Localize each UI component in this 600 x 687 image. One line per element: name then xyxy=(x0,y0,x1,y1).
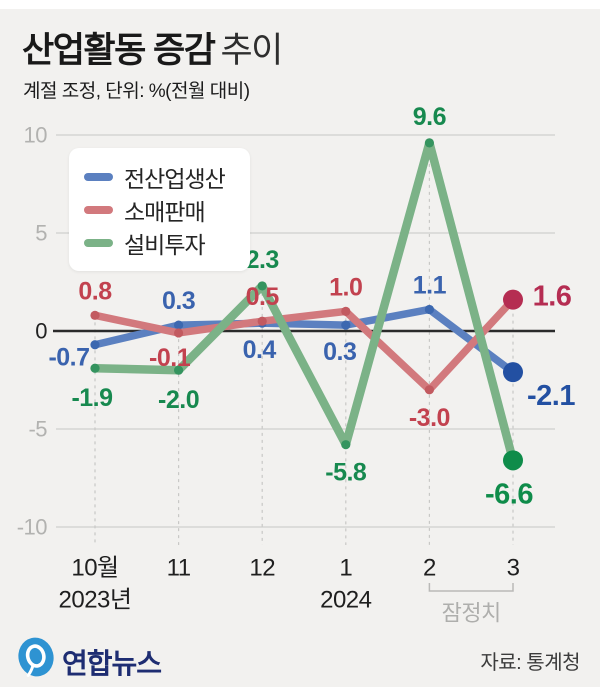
provisional-bracket xyxy=(428,583,514,592)
provisional-label: 잠정치 xyxy=(442,601,501,626)
value-label-s0-0: -0.7 xyxy=(48,344,89,372)
data-point-s2-0 xyxy=(90,363,100,373)
series-line-1 xyxy=(91,295,517,394)
data-point-s2-2 xyxy=(257,281,267,291)
data-point-s2-3 xyxy=(341,440,351,450)
data-point-s1-3 xyxy=(341,306,351,316)
legend-item-facility-investment: 설비투자 xyxy=(84,226,250,259)
legend-label: 전산업생산 xyxy=(124,165,226,192)
legend-label: 설비투자 xyxy=(124,231,206,258)
chart-subtitle: 계절 조정, 단위: %(전월 대비) xyxy=(23,81,250,102)
y-tick-label-10: 10 xyxy=(24,123,48,148)
value-label-s1-1: -0.1 xyxy=(149,344,191,372)
x-tick-label-1: 11 xyxy=(167,555,191,582)
line-chart: 10 5 0 -5 -10 -0.7 0.3 0.4 0.3 1.1 -2.1 0.8 -0.1 0.5 1… xyxy=(17,103,576,626)
value-label-s1-3: 1.0 xyxy=(329,273,362,301)
year-label-0: 2023년 xyxy=(59,587,132,614)
data-point-s1-2 xyxy=(257,316,267,326)
value-label-s0-3: 0.3 xyxy=(323,338,356,366)
data-point-s2-1 xyxy=(174,365,184,375)
y-tick-label-5: 5 xyxy=(35,221,47,246)
legend-label: 소매판매 xyxy=(124,198,206,225)
value-label-s2-2: 2.3 xyxy=(246,246,279,274)
data-point-s2-4 xyxy=(424,138,434,148)
value-label-s2-3: -5.8 xyxy=(325,459,367,487)
value-label-s2-5: -6.6 xyxy=(485,478,533,510)
legend-swatch-red xyxy=(84,205,113,214)
page-title-sub: 추이 xyxy=(220,31,283,70)
data-point-s0-3 xyxy=(341,320,351,330)
final-data-point-s2 xyxy=(503,450,523,471)
x-tick-label-5: 3 xyxy=(507,555,520,582)
data-point-s1-1 xyxy=(174,328,184,338)
yonhap-logo-icon xyxy=(18,637,54,677)
chart-legend: 전산업생산 소매판매 설비투자 xyxy=(69,148,250,271)
data-point-s0-0 xyxy=(90,340,100,350)
value-label-s0-1: 0.3 xyxy=(162,287,195,315)
data-point-s0-4 xyxy=(424,304,434,315)
data-point-s0-1 xyxy=(174,320,184,330)
value-label-s1-5: 1.6 xyxy=(533,281,572,313)
data-point-s1-0 xyxy=(90,310,100,320)
page-title-main: 산업활동 증감 xyxy=(22,31,216,70)
legend-item-industry-production: 전산업생산 xyxy=(84,160,250,193)
year-label-1: 2024 xyxy=(320,587,372,614)
top-strip xyxy=(0,0,600,9)
legend-swatch-blue xyxy=(84,172,113,181)
series-line-2 xyxy=(90,138,518,465)
x-tick-label-3: 1 xyxy=(339,555,352,582)
value-label-s1-4: -3.0 xyxy=(409,404,450,432)
value-label-s0-5: -2.1 xyxy=(527,380,575,412)
y-tick-label-0: 0 xyxy=(35,319,47,344)
page-title: 산업활동 증감 추이 xyxy=(22,22,283,73)
value-label-s2-1: -2.0 xyxy=(158,386,199,414)
final-data-point-s1 xyxy=(503,289,523,310)
value-label-s1-0: 0.8 xyxy=(78,277,112,305)
x-tick-label-0: 10월 xyxy=(71,555,118,582)
footer: 연합뉴스 자료: 통계청 xyxy=(0,634,600,684)
final-data-point-s0 xyxy=(503,362,523,383)
value-label-s2-0: -1.9 xyxy=(71,384,112,412)
x-tick-label-2: 12 xyxy=(249,555,275,582)
data-point-s1-4 xyxy=(424,385,434,395)
data-source: 자료: 통계청 xyxy=(480,652,580,674)
value-label-s0-2: 0.4 xyxy=(243,336,277,364)
value-label-s0-4: 1.1 xyxy=(413,271,447,299)
x-tick-label-4: 2 xyxy=(423,555,436,582)
value-label-s1-2: 0.5 xyxy=(246,283,280,311)
legend-item-retail-sales: 소매판매 xyxy=(84,193,250,226)
y-tick-label--5: -5 xyxy=(28,417,47,442)
brand-name: 연합뉴스 xyxy=(62,648,162,679)
value-label-s2-4: 9.6 xyxy=(413,103,446,131)
y-tick-label--10: -10 xyxy=(17,515,48,540)
legend-swatch-green xyxy=(84,238,113,247)
